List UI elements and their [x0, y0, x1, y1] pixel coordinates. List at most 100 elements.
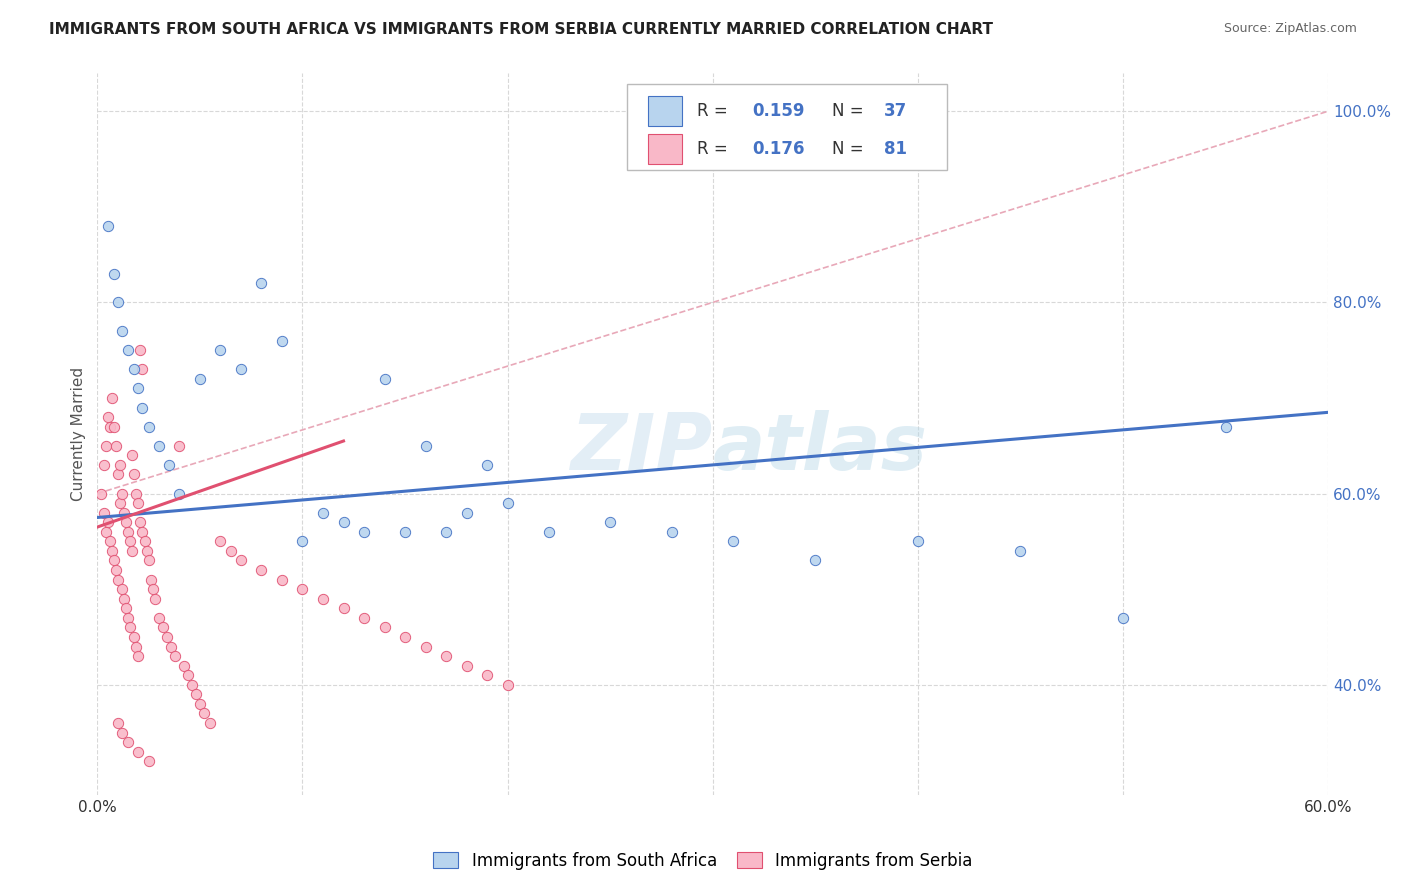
Point	[661, 524, 683, 539]
Point	[127, 649, 149, 664]
Legend: Immigrants from South Africa, Immigrants from Serbia: Immigrants from South Africa, Immigrants…	[426, 846, 980, 877]
FancyBboxPatch shape	[648, 96, 682, 127]
Point	[121, 448, 143, 462]
Point	[138, 754, 160, 768]
Point	[219, 544, 242, 558]
Point	[156, 630, 179, 644]
Point	[271, 334, 294, 348]
Point	[108, 458, 131, 472]
Point	[139, 573, 162, 587]
Point	[165, 649, 187, 664]
Point	[103, 419, 125, 434]
Point	[127, 381, 149, 395]
Point	[496, 678, 519, 692]
Point	[291, 582, 314, 597]
Point	[112, 591, 135, 606]
Point	[131, 401, 153, 415]
Point	[229, 362, 252, 376]
Point	[373, 620, 395, 634]
Point	[332, 601, 354, 615]
Point	[117, 524, 139, 539]
Point	[127, 745, 149, 759]
Point	[134, 534, 156, 549]
Point	[475, 668, 498, 682]
Point	[127, 496, 149, 510]
Point	[496, 496, 519, 510]
Point	[111, 486, 134, 500]
Point	[143, 591, 166, 606]
Point	[250, 277, 273, 291]
Point	[124, 630, 146, 644]
Point	[107, 295, 129, 310]
Text: R =: R =	[697, 140, 733, 159]
Text: IMMIGRANTS FROM SOUTH AFRICA VS IMMIGRANTS FROM SERBIA CURRENTLY MARRIED CORRELA: IMMIGRANTS FROM SOUTH AFRICA VS IMMIGRAN…	[49, 22, 993, 37]
Point	[271, 573, 294, 587]
Point	[115, 515, 138, 529]
Point	[312, 591, 335, 606]
Point	[157, 458, 180, 472]
Point	[107, 467, 129, 482]
Point	[723, 534, 745, 549]
Point	[599, 515, 621, 529]
Point	[332, 515, 354, 529]
Text: Source: ZipAtlas.com: Source: ZipAtlas.com	[1223, 22, 1357, 36]
Point	[138, 553, 160, 567]
Point	[456, 658, 478, 673]
Point	[907, 534, 929, 549]
Text: R =: R =	[697, 103, 733, 120]
Point	[173, 658, 195, 673]
Point	[537, 524, 560, 539]
Point	[353, 524, 375, 539]
Point	[112, 506, 135, 520]
Point	[94, 439, 117, 453]
FancyBboxPatch shape	[627, 84, 946, 170]
Point	[103, 553, 125, 567]
Point	[107, 573, 129, 587]
Point	[142, 582, 165, 597]
Text: 37: 37	[884, 103, 907, 120]
Point	[100, 544, 122, 558]
Point	[125, 486, 148, 500]
Point	[98, 419, 121, 434]
Point	[129, 343, 152, 358]
Point	[415, 439, 437, 453]
Point	[117, 611, 139, 625]
Point	[121, 544, 143, 558]
Point	[98, 534, 121, 549]
Point	[198, 716, 221, 731]
Point	[120, 620, 142, 634]
Point	[97, 410, 120, 425]
Point	[312, 506, 335, 520]
Point	[250, 563, 273, 577]
Point	[169, 439, 191, 453]
Point	[129, 515, 152, 529]
Point	[104, 439, 127, 453]
Text: 81: 81	[884, 140, 907, 159]
Point	[456, 506, 478, 520]
Point	[1010, 544, 1032, 558]
Point	[229, 553, 252, 567]
Point	[94, 524, 117, 539]
Y-axis label: Currently Married: Currently Married	[72, 367, 86, 501]
Text: N =: N =	[832, 103, 869, 120]
Point	[138, 419, 160, 434]
Point	[111, 324, 134, 338]
Point	[124, 362, 146, 376]
Point	[184, 687, 207, 701]
Text: 0.159: 0.159	[752, 103, 804, 120]
Text: 0.176: 0.176	[752, 140, 804, 159]
Point	[103, 267, 125, 281]
Point	[188, 697, 211, 711]
Text: ZIP: ZIP	[571, 410, 713, 486]
Point	[115, 601, 138, 615]
Point	[125, 640, 148, 654]
Point	[93, 506, 115, 520]
Point	[117, 343, 139, 358]
Point	[131, 362, 153, 376]
FancyBboxPatch shape	[648, 134, 682, 164]
Point	[434, 649, 457, 664]
Point	[373, 372, 395, 386]
Point	[111, 582, 134, 597]
Point	[169, 486, 191, 500]
Point	[104, 563, 127, 577]
